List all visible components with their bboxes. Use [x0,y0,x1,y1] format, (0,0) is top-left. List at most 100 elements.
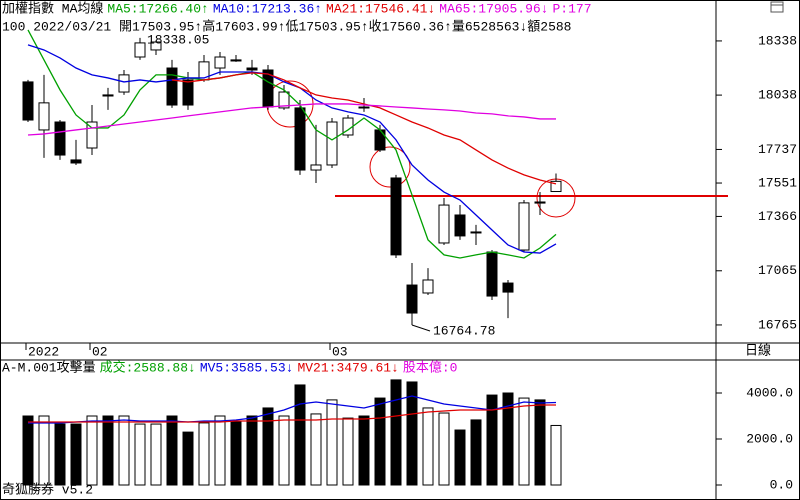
app-name: 奇狐勝券 v5.2 [2,481,93,497]
volume-bar [166,415,178,486]
y-tick-label: 0.0 [770,477,793,492]
volume-bar [342,417,354,486]
header-text: MA10:17213.36↑ [213,1,322,16]
period-label: 日線 [745,342,771,358]
volume-header-text: 股本億:0 [403,359,458,375]
annotation-leader [411,324,431,332]
x-tick-label: 03 [332,344,348,359]
candle-body [502,282,514,293]
y-tick-label: 2000.0 [746,431,793,446]
y-tick-label: 16765 [758,317,797,332]
volume-bar [470,419,482,486]
y-tick-label: 18338 [758,33,797,48]
volume-bar [438,412,450,486]
volume-bar [294,384,306,486]
candle-body [438,204,450,244]
candle-body [518,202,530,251]
ma-line [27,103,557,136]
x-tick-label: 02 [92,344,108,359]
volume-bar [502,392,514,486]
candle-body [118,74,130,93]
candle-body [550,180,562,193]
volume-bar [262,407,274,486]
candle-body [390,177,402,256]
volume-bar [246,415,258,486]
candle-body [454,214,466,237]
candle-body [470,231,482,234]
candle-body [134,42,146,58]
candle-body [310,164,322,171]
candle-body [182,79,194,106]
annotation: 16764.78 [433,323,495,338]
candle-body [166,67,178,106]
volume-bar [550,424,562,486]
candle-body [22,81,34,121]
volume-bar [406,381,418,486]
volume-bar [518,397,530,486]
candle-body [486,251,498,297]
volume-bar [134,423,146,486]
volume-bar [358,415,370,486]
header-text: MA5:17266.40↑ [107,1,208,16]
volume-bar [182,431,194,486]
y-tick-label: 17737 [758,142,797,157]
candle-body [406,284,418,314]
header-text: 加權指數 MA均線 [2,0,103,16]
mv-line [28,395,557,424]
candle-body [150,41,162,51]
volume-bar [230,421,242,486]
volume-bar [22,415,34,486]
highlight-circle [369,146,411,188]
volume-bar [326,399,338,486]
y-tick-label: 17551 [758,175,797,190]
candle-body [534,201,546,204]
ma-line [27,44,557,254]
volume-bar [54,423,66,486]
volume-bar [118,415,130,486]
volume-bar [214,415,226,486]
candle-body [278,91,290,109]
volume-bar [86,415,98,486]
volume-bar [534,399,546,486]
x-tick-label: 2022 [28,344,59,359]
y-tick-label: 18038 [758,88,797,103]
volume-header-text: 成交:2588.88↓ [100,359,196,375]
volume-header-text: A-M.001攻擊量 [2,359,96,375]
y-tick-label: 17366 [758,209,797,224]
candle-body [70,159,82,164]
volume-bar [150,423,162,486]
candle-body [54,121,66,156]
volume-bar [422,407,434,486]
annotation: 18338.05 [147,32,209,47]
window-icon[interactable] [770,1,784,13]
volume-bar [38,415,50,486]
y-tick-label: 17065 [758,263,797,278]
volume-bar [454,429,466,486]
header-text: MA65:17905.96↓ [439,1,548,16]
volume-header-text: MV5:3585.53↓ [200,360,294,375]
volume-bar [374,397,386,486]
ma-line [27,29,557,259]
candle-body [374,129,386,151]
candle-body [422,279,434,294]
info-line: 100 2022/03/21 開17503.95↑高17603.99↑低1750… [2,18,571,34]
candle-body [230,59,242,62]
ma-line [171,72,557,185]
volume-bar [70,423,82,486]
candle-body [246,67,258,71]
candle-body [214,56,226,69]
candle-body [326,121,338,166]
y-tick-label: 4000.0 [746,385,793,400]
volume-bar [390,379,402,486]
volume-bar [278,415,290,486]
volume-bar [102,415,114,486]
candle-body [102,94,114,97]
candle-body [38,102,50,131]
candle-body [358,106,370,109]
volume-bar [310,413,322,486]
candle-body [294,107,306,171]
volume-bar [486,394,498,486]
header-text: P:177 [552,1,591,16]
volume-header-text: MV21:3479.61↓ [297,360,398,375]
